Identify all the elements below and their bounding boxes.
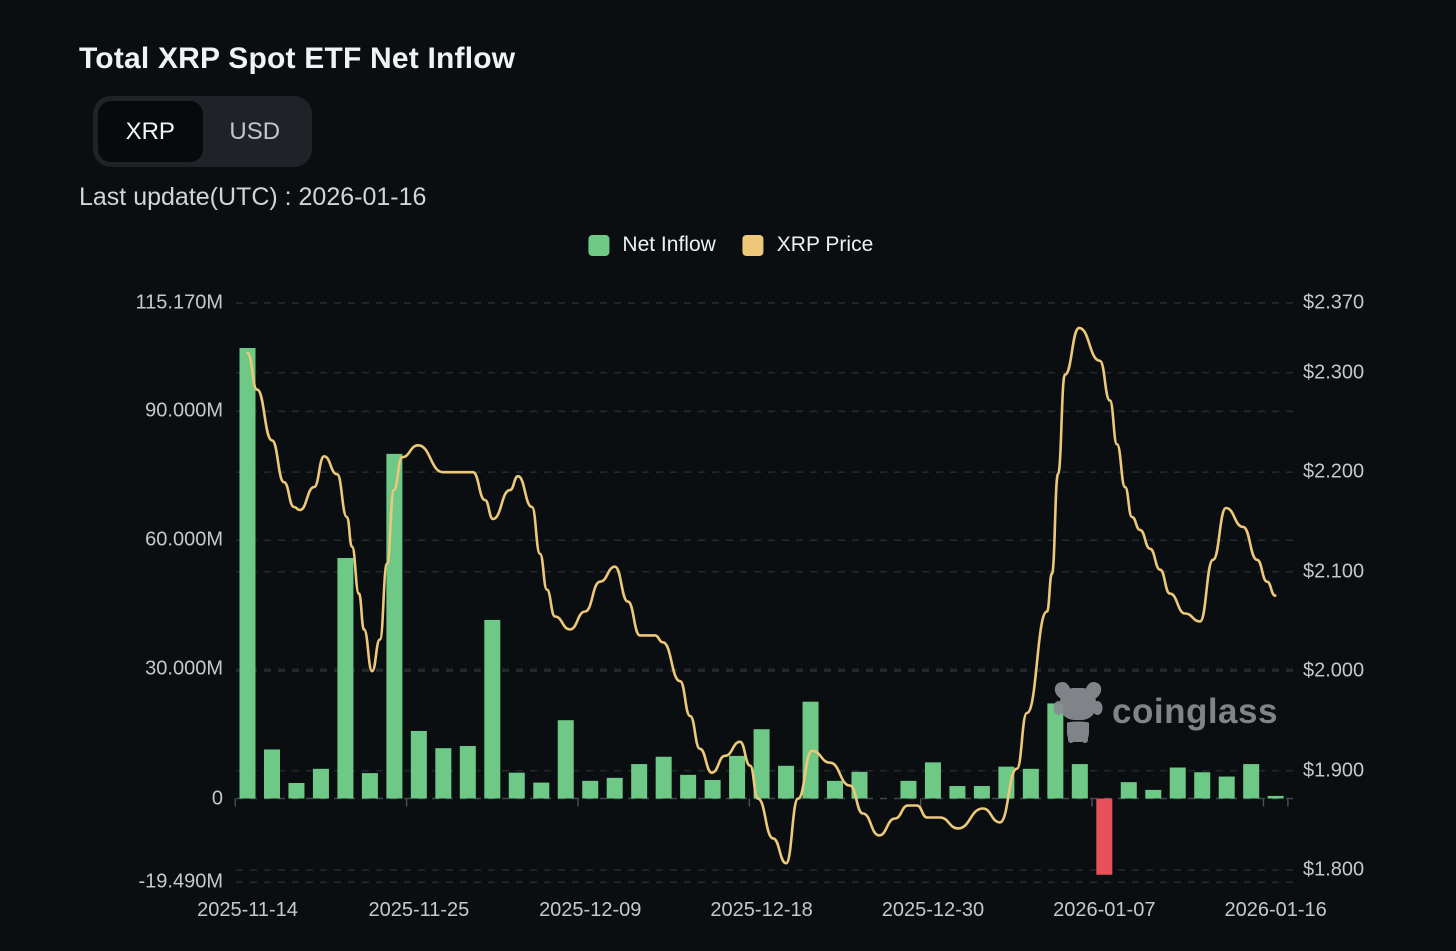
net-inflow-bar[interactable] <box>778 765 795 799</box>
net-inflow-bar[interactable] <box>484 619 501 799</box>
net-inflow-bar[interactable] <box>1218 776 1235 799</box>
legend-label: Net Inflow <box>622 233 716 256</box>
net-inflow-bar[interactable] <box>1071 764 1088 799</box>
x-axis-label: 2025-11-14 <box>197 899 298 921</box>
xrp-price-line[interactable] <box>246 326 1277 865</box>
net-inflow-bar[interactable] <box>1096 798 1113 875</box>
left-axis-label: 115.170M <box>135 291 223 314</box>
xrp-price-swatch-icon <box>742 234 764 256</box>
net-inflow-bar[interactable] <box>410 730 427 799</box>
net-inflow-bar[interactable] <box>288 783 305 799</box>
right-axis-label: $1.800 <box>1303 858 1365 881</box>
last-update-text: Last update(UTC) : 2026-01-16 <box>79 183 427 211</box>
net-inflow-bar[interactable] <box>680 774 697 799</box>
page-title: Total XRP Spot ETF Net Inflow <box>79 42 516 75</box>
x-axis-label: 2025-11-25 <box>368 899 470 921</box>
toggle-option-xrp[interactable]: XRP <box>98 101 203 162</box>
net-inflow-bar[interactable] <box>1120 782 1137 799</box>
net-inflow-bar[interactable] <box>361 773 378 799</box>
right-axis-label: $2.100 <box>1303 560 1365 583</box>
toggle-option-usd[interactable]: USD <box>229 117 281 145</box>
net-inflow-bar[interactable] <box>704 779 721 799</box>
legend-item-net-inflow[interactable]: Net Inflow <box>588 233 716 257</box>
net-inflow-bar[interactable] <box>753 729 770 799</box>
net-inflow-bar[interactable] <box>900 780 917 799</box>
coinglass-bull-icon <box>1053 682 1103 743</box>
net-inflow-bar[interactable] <box>239 348 256 799</box>
left-axis-label: 0 <box>211 787 223 809</box>
net-inflow-swatch-icon <box>588 234 610 256</box>
net-inflow-bar[interactable] <box>1022 768 1039 799</box>
net-inflow-bar[interactable] <box>557 720 574 799</box>
legend-item-xrp-price[interactable]: XRP Price <box>742 233 874 257</box>
right-axis-label: $2.300 <box>1303 361 1365 384</box>
net-inflow-bar[interactable] <box>973 786 990 799</box>
net-inflow-bar[interactable] <box>386 453 403 799</box>
net-inflow-bar[interactable] <box>1267 795 1284 799</box>
x-axis-label: 2025-12-18 <box>710 899 813 921</box>
legend-label: XRP Price <box>776 233 874 256</box>
net-inflow-bar[interactable] <box>1194 772 1211 799</box>
x-axis-label: 2025-12-30 <box>881 899 985 921</box>
net-inflow-bar[interactable] <box>949 786 966 799</box>
net-inflow-bar[interactable] <box>508 772 525 799</box>
x-axis-label: 2025-12-09 <box>539 899 642 921</box>
net-inflow-bar[interactable] <box>435 748 452 799</box>
net-inflow-bar[interactable] <box>729 755 746 799</box>
net-inflow-bar[interactable] <box>459 746 476 799</box>
right-axis-label: $2.200 <box>1303 460 1365 483</box>
right-axis-label: $1.900 <box>1303 759 1365 782</box>
net-inflow-bar[interactable] <box>263 749 280 799</box>
net-inflow-bar[interactable] <box>1145 789 1162 799</box>
net-inflow-bar[interactable] <box>924 762 941 799</box>
net-inflow-bar[interactable] <box>606 777 623 799</box>
coinglass-wordmark: coinglass <box>1112 692 1278 731</box>
right-axis-label: $2.370 <box>1303 291 1365 314</box>
net-inflow-bar[interactable] <box>337 557 354 799</box>
x-axis-label: 2026-01-16 <box>1224 899 1327 921</box>
net-inflow-bar[interactable] <box>582 780 599 799</box>
net-inflow-bar[interactable] <box>1169 767 1186 799</box>
coinglass-watermark: coinglass <box>1053 681 1278 743</box>
net-inflow-bar[interactable] <box>533 782 550 799</box>
left-axis-label: 30.000M <box>145 657 223 680</box>
net-inflow-bar[interactable] <box>1047 703 1064 799</box>
unit-toggle: XRP USD <box>93 96 312 167</box>
left-axis-label: 60.000M <box>145 528 223 551</box>
net-inflow-bar[interactable] <box>655 756 672 799</box>
left-axis-label: 90.000M <box>145 399 223 422</box>
x-axis-label: 2026-01-07 <box>1053 899 1156 921</box>
net-inflow-bar[interactable] <box>827 780 844 799</box>
right-axis-label: $2.000 <box>1303 659 1365 682</box>
chart-legend: Net Inflow XRP Price <box>588 233 873 257</box>
left-axis-label: -19.490M <box>138 870 224 893</box>
net-inflow-bar[interactable] <box>631 764 648 799</box>
net-inflow-bar[interactable] <box>312 768 329 799</box>
net-inflow-bar[interactable] <box>1243 764 1260 799</box>
